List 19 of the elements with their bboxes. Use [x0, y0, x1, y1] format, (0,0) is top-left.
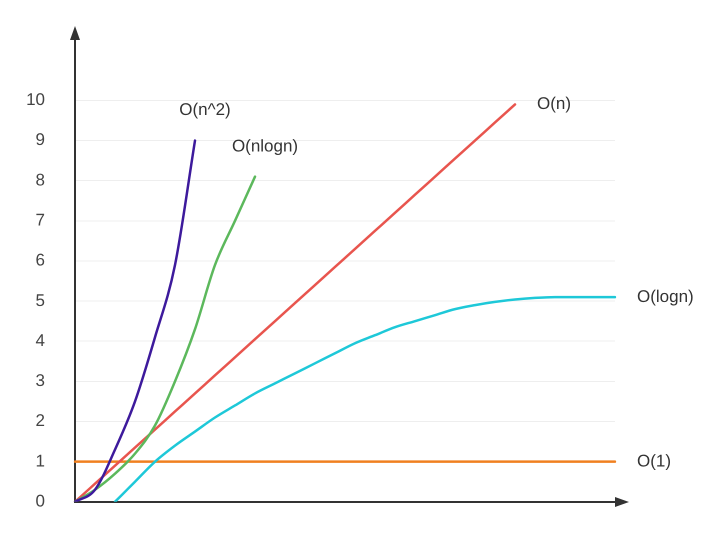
series-label: O(logn) — [637, 286, 694, 306]
y-tick-label: 1 — [36, 451, 45, 470]
y-tick-label: 7 — [36, 210, 45, 230]
y-tick-label: 4 — [36, 330, 45, 350]
series-label: O(nlogn) — [232, 136, 298, 156]
y-tick-label: 8 — [36, 170, 45, 190]
y-tick-label: 5 — [36, 290, 45, 310]
y-tick-label: 2 — [36, 411, 45, 430]
y-tick-label: 10 — [26, 90, 45, 110]
y-tick-label: 6 — [36, 250, 45, 270]
series-label: O(n^2) — [179, 100, 231, 120]
series-label: O(1) — [637, 451, 671, 470]
line-series — [114, 296, 616, 502]
y-tick-label: 3 — [36, 371, 45, 390]
y-tick-label: 0 — [36, 491, 45, 510]
series-label: O(n) — [537, 94, 571, 114]
line-series — [74, 139, 196, 502]
line-series — [74, 103, 516, 502]
y-tick-label: 9 — [36, 130, 45, 150]
